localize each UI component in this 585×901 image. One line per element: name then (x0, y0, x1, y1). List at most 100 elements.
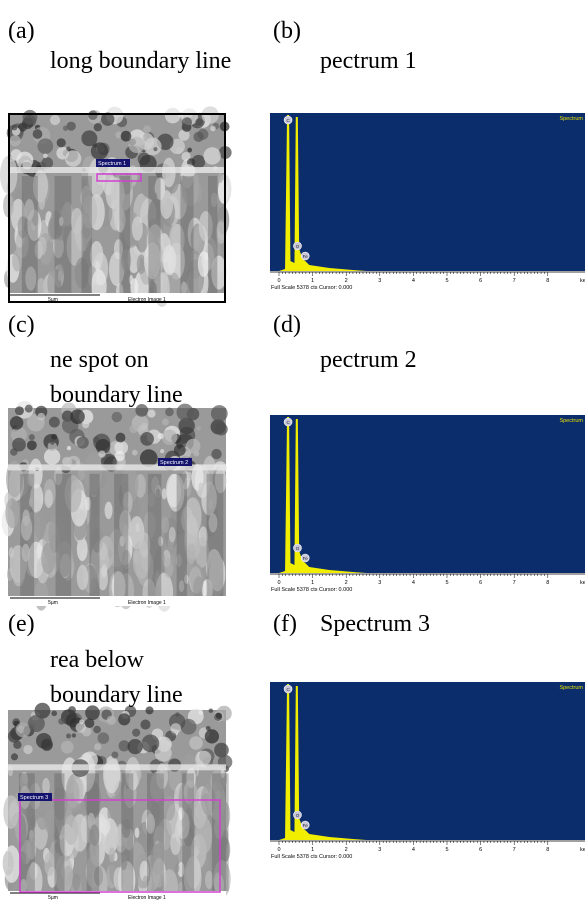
texture (204, 870, 214, 890)
texture (98, 513, 106, 530)
texture (134, 827, 140, 838)
streak (114, 473, 129, 596)
texture (153, 147, 158, 152)
spectrum-title: Spectrum (559, 685, 583, 691)
texture (201, 481, 217, 516)
x-tick-label: 5 (445, 847, 448, 853)
x-tick-label: 3 (378, 278, 381, 284)
texture (64, 815, 78, 846)
texture (26, 117, 34, 125)
image-label: Electron Image 1 (128, 600, 166, 606)
texture (41, 157, 54, 169)
texture (165, 473, 182, 508)
texture (81, 195, 98, 229)
streak (146, 773, 164, 891)
texture (47, 441, 58, 452)
texture (181, 151, 191, 162)
texture (70, 409, 85, 424)
texture (2, 850, 14, 876)
texture (158, 536, 163, 547)
texture (98, 450, 106, 458)
texture (66, 228, 84, 266)
texture (218, 836, 231, 863)
texture (217, 422, 222, 428)
spot-label: Spectrum 1 (98, 161, 126, 167)
peak-label: Fe (303, 556, 309, 561)
texture (9, 416, 24, 430)
scale-label: 5µm (48, 600, 58, 606)
texture (23, 744, 33, 755)
plot-area (270, 682, 585, 840)
texture (184, 497, 202, 536)
boundary-line (8, 764, 226, 771)
texture (30, 483, 44, 513)
texture (187, 784, 199, 811)
texture (203, 147, 221, 165)
texture (37, 412, 46, 421)
streak (208, 176, 218, 293)
texture (71, 733, 77, 738)
texture (141, 174, 152, 198)
x-tick-label: 6 (479, 847, 482, 853)
texture (15, 722, 31, 738)
streak (21, 176, 38, 293)
streak (180, 176, 194, 293)
peak-marker (283, 417, 293, 427)
texture (96, 844, 105, 864)
texture (10, 753, 19, 761)
texture (143, 511, 156, 539)
texture (178, 807, 185, 821)
peak-marker (293, 241, 302, 251)
texture (118, 740, 130, 752)
peak-marker (300, 820, 310, 830)
texture (208, 513, 218, 533)
texture (145, 706, 154, 715)
plot-area (270, 415, 585, 573)
texture (136, 254, 146, 275)
sem-image: 5µm Electron Image 1 Spectrum 3 (2, 702, 233, 901)
texture (41, 542, 56, 575)
texture (70, 207, 83, 235)
texture (154, 547, 165, 571)
texture (128, 136, 145, 154)
axis-strip (270, 271, 585, 287)
texture (93, 123, 102, 132)
texture (168, 526, 176, 543)
texture (56, 540, 73, 577)
panel-label: (b) (273, 18, 301, 44)
texture (104, 501, 113, 520)
texture (161, 516, 170, 534)
x-tick-label: 1 (311, 847, 314, 853)
eds-spectrum: Spectrum C OFe 0 1 2 3 4 5 6 7 8 ke Full Scale 5378 c… (270, 415, 585, 593)
texture (43, 448, 61, 465)
eds-spectrum: Spectrum C OFe 0 1 2 3 4 5 6 7 8 ke Full Scale 5378 c… (270, 682, 585, 860)
texture (66, 445, 72, 451)
texture (120, 854, 128, 871)
spectrum-title: Spectrum (559, 116, 583, 122)
texture (181, 167, 200, 207)
x-tick-label: 2 (345, 278, 348, 284)
texture (198, 211, 213, 242)
x-tick-label: 7 (513, 847, 516, 853)
texture (32, 129, 43, 139)
axis-strip (270, 573, 585, 589)
texture (161, 429, 178, 446)
x-tick-label: 6 (479, 278, 482, 284)
panel-label: (d) (273, 312, 301, 338)
texture (11, 426, 27, 443)
texture (10, 149, 22, 161)
texture (95, 439, 111, 454)
peak-marker (300, 251, 310, 261)
texture (220, 768, 225, 779)
texture (181, 117, 192, 128)
texture (165, 407, 174, 417)
x-tick-label: 4 (412, 580, 415, 586)
x-tick-label: 5 (445, 580, 448, 586)
texture (138, 532, 151, 558)
analysis-area (96, 173, 142, 182)
texture (51, 710, 58, 717)
scale-label: 5µm (48, 297, 58, 303)
peak-label: C (286, 118, 290, 123)
axis-unit: ke (580, 847, 585, 853)
panel-caption: pectrum 2 (320, 347, 417, 373)
